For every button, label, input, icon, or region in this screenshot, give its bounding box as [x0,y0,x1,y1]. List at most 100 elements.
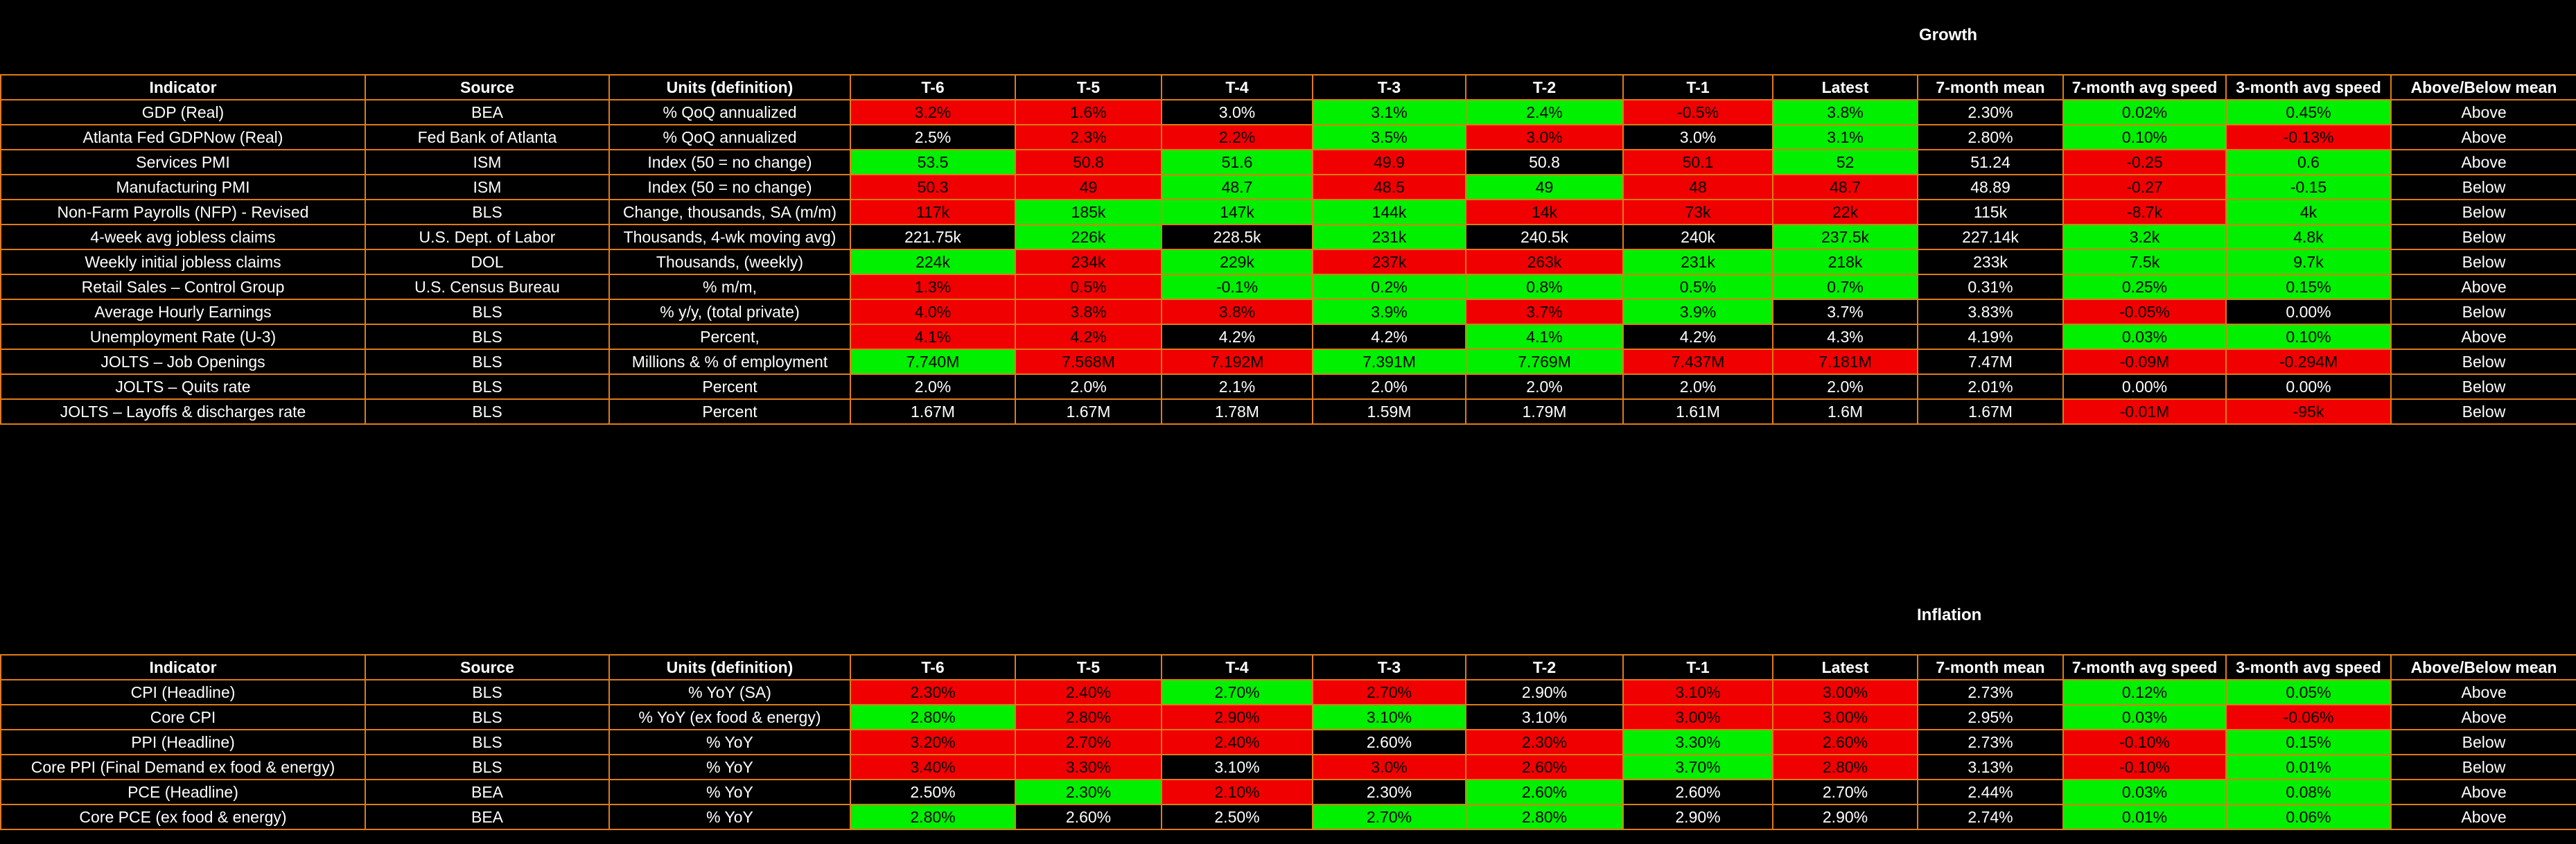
cell-source: ISM [365,149,610,175]
header-latest: Latest [1772,74,1918,100]
cell-t-4: 147k [1161,199,1313,225]
cell-t-4: 2.70% [1161,679,1313,705]
table-row: JOLTS – Job Openings BLS Millions & % of e… [0,349,2576,375]
cell-t-1: 73k [1622,199,1773,225]
header-indicator: Indicator [0,654,366,680]
cell-latest: 3.8% [1772,99,1918,125]
cell-t-1: 2.90% [1622,804,1773,830]
cell-t-4: 7.192M [1161,349,1313,375]
cell-t-3: 3.1% [1312,99,1466,125]
cell-latest: 2.80% [1772,754,1918,780]
table-row: Unemployment Rate (U-3) BLS Percent, 4.1% 4.… [0,324,2576,350]
cell-t-5: 7.568M [1015,349,1162,375]
cell-t-3: 4.2% [1312,324,1466,350]
cell-t-4: 2.50% [1161,804,1313,830]
cell-t-6: 3.40% [850,754,1016,780]
cell-source: Fed Bank of Atlanta [365,124,610,150]
cell-above-below-mean: Below [2390,249,2576,275]
header-7-month-avg-speed: 7-month avg speed [2062,74,2227,100]
cell-above-below-mean: Below [2390,299,2576,325]
cell-t-2: 2.90% [1465,679,1624,705]
cell-7-month-mean: 48.89 [1917,174,2064,200]
cell-latest: 4.3% [1772,324,1918,350]
header-t-6: T-6 [850,74,1016,100]
cell-t-2: 7.769M [1465,349,1624,375]
cell-source: BLS [365,299,610,325]
cell-source: DOL [365,249,610,275]
cell-latest: 2.90% [1772,804,1918,830]
cell-7-month-avg-speed: -8.7k [2062,199,2227,225]
cell-7-month-avg-speed: -0.10% [2062,729,2227,755]
cell-t-1: 3.70% [1622,754,1773,780]
cell-t-6: 2.50% [850,779,1016,805]
cell-units: Thousands, (weekly) [608,249,851,275]
cell-indicator: Average Hourly Earnings [0,299,366,325]
table-row: Average Hourly Earnings BLS% y/y, (total … [0,299,2576,325]
cell-t-1: 3.9% [1622,299,1773,325]
cell-t-5: 1.67M [1015,398,1162,425]
cell-7-month-mean: 2.74% [1917,804,2064,830]
cell-indicator: Manufacturing PMI [0,174,366,200]
cell-t-4: -0.1% [1161,274,1313,300]
cell-t-1: 3.0% [1622,124,1773,150]
cell-7-month-mean: 2.44% [1917,779,2064,805]
cell-t-4: 3.0% [1161,99,1313,125]
cell-t-3: 49.9 [1312,149,1466,175]
cell-7-month-avg-speed: 3.2k [2062,224,2227,250]
cell-3-month-avg-speed: 0.6 [2225,149,2392,175]
cell-latest: 3.00% [1772,704,1918,730]
header-units: Units (definition) [608,654,851,680]
cell-t-6: 224k [850,249,1016,275]
cell-7-month-avg-speed: 0.10% [2062,124,2227,150]
cell-t-3: 0.2% [1312,274,1466,300]
header-row: Indicator Source Units (definition) T-6 T-5 T… [0,654,2576,680]
cell-source: BLS [365,679,610,705]
cell-7-month-avg-speed: 0.25% [2062,274,2227,300]
cell-units: % m/m, [608,274,851,300]
cell-t-5: 1.6% [1015,99,1162,125]
cell-units: % YoY [608,729,851,755]
cell-7-month-avg-speed: 0.01% [2062,804,2227,830]
cell-latest: 1.6M [1772,398,1918,425]
cell-latest: 3.00% [1772,679,1918,705]
cell-t-2: 4.1% [1465,324,1624,350]
cell-source: BLS [365,199,610,225]
header-t-1: T-1 [1622,654,1773,680]
cell-t-5: 2.0% [1015,373,1162,400]
cell-7-month-avg-speed: 0.03% [2062,324,2227,350]
cell-above-below-mean: Above [2390,704,2576,730]
cell-7-month-avg-speed: 0.02% [2062,99,2227,125]
cell-t-6: 50.3 [850,174,1016,200]
cell-t-2: 240.5k [1465,224,1624,250]
header-t-1: T-1 [1622,74,1773,100]
cell-latest: 2.60% [1772,729,1918,755]
cell-t-1: 231k [1622,249,1773,275]
cell-source: BLS [365,324,610,350]
cell-3-month-avg-speed: -0.15 [2225,174,2392,200]
cell-t-1: 3.30% [1622,729,1773,755]
cell-7-month-mean: 233k [1917,249,2064,275]
cell-t-4: 51.6 [1161,149,1313,175]
header-units: Units (definition) [608,74,851,100]
header-t-5: T-5 [1015,74,1162,100]
cell-t-5: 3.30% [1015,754,1162,780]
cell-latest: 2.0% [1772,373,1918,400]
cell-above-below-mean: Above [2390,804,2576,830]
cell-7-month-mean: 0.31% [1917,274,2064,300]
table-row: Core PPI (Final Demand ex food & energy)… [0,754,2576,780]
cell-units: Index (50 = no change) [608,174,851,200]
cell-above-below-mean: Below [2390,373,2576,400]
cell-3-month-avg-speed: 9.7k [2225,249,2392,275]
cell-t-3: 144k [1312,199,1466,225]
cell-indicator: Atlanta Fed GDPNow (Real) [0,124,366,150]
cell-indicator: Services PMI [0,149,366,175]
cell-t-6: 2.5% [850,124,1016,150]
cell-7-month-mean: 227.14k [1917,224,2064,250]
table-row: Non-Farm Payrolls (NFP) - Revised BLS Chan… [0,199,2576,225]
cell-3-month-avg-speed: 4k [2225,199,2392,225]
inflation-table: Indicator Source Units (definition) T-6 T-5 T… [0,654,2576,830]
cell-t-6: 7.740M [850,349,1016,375]
cell-t-5: 2.30% [1015,779,1162,805]
header-t-2: T-2 [1465,654,1624,680]
header-3-month-avg-speed: 3-month avg speed [2225,74,2392,100]
